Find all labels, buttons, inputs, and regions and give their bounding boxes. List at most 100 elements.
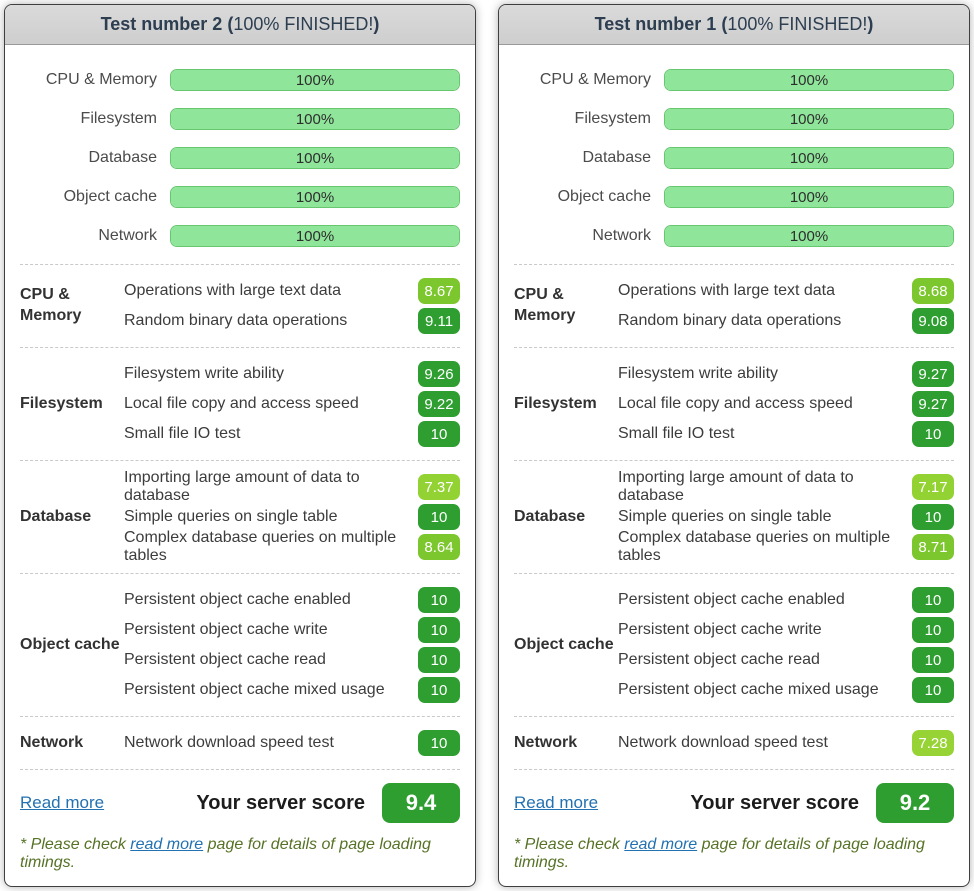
test-name: Small file IO test <box>618 425 735 442</box>
panel-test-1: Test number 1 (100% FINISHED!) CPU & Mem… <box>498 4 970 887</box>
progress-bar: 100% <box>664 147 954 169</box>
footnote-read-more-link[interactable]: read more <box>130 836 204 853</box>
footnote-read-more-link[interactable]: read more <box>624 836 698 853</box>
panel-footer: Read more Your server score 9.4 <box>20 769 460 823</box>
panel-header: Test number 1 (100% FINISHED!) <box>499 5 969 45</box>
test-name: Operations with large text data <box>618 282 836 299</box>
progress-percent: 100% <box>295 111 335 128</box>
test-row: Random binary data operations 9.11 <box>124 306 460 336</box>
test-name: Complex database queries on multiple tab… <box>618 529 891 564</box>
progress-row: Filesystem 100% <box>514 108 954 130</box>
footnote-text: page for details of page loading timings… <box>20 836 431 871</box>
test-name: Simple queries on single table <box>124 508 338 525</box>
test-name: Small file IO test <box>124 425 241 442</box>
test-name: Persistent object cache write <box>124 621 328 638</box>
progress-fill <box>171 148 459 168</box>
test-name: Filesystem write ability <box>618 365 779 382</box>
score-badge: 7.17 <box>912 474 954 500</box>
progress-label: CPU & Memory <box>45 71 157 88</box>
progress-bar: 100% <box>664 108 954 130</box>
score-badge: 9.11 <box>418 308 460 334</box>
section-filesystem: Filesystem Filesystem write ability 9.27… <box>514 347 954 460</box>
test-row: Persistent object cache enabled 10 <box>124 585 460 615</box>
progress-percent: 100% <box>295 228 335 245</box>
progress-bar: 100% <box>170 69 460 91</box>
panel-title: Test number 1 ( <box>594 14 728 34</box>
footnote-text: * Please check <box>514 836 625 853</box>
test-name: Persistent object cache enabled <box>618 591 845 608</box>
progress-percent: 100% <box>789 150 829 167</box>
progress-bar: 100% <box>664 69 954 91</box>
server-score-badge: 9.4 <box>382 783 460 823</box>
test-name: Simple queries on single table <box>618 508 832 525</box>
score-badge: 10 <box>912 504 954 530</box>
test-row: Network download speed test 10 <box>124 728 460 758</box>
score-badge: 10 <box>418 587 460 613</box>
footnote: * Please check read more page for detail… <box>514 836 954 872</box>
read-more-link[interactable]: Read more <box>20 793 105 812</box>
progress-row: Object cache 100% <box>514 186 954 208</box>
category-label: Filesystem <box>514 394 597 412</box>
footnote: * Please check read more page for detail… <box>20 836 460 872</box>
test-row: Persistent object cache read 10 <box>124 645 460 675</box>
test-name: Persistent object cache write <box>618 621 822 638</box>
test-row: Persistent object cache mixed usage 10 <box>124 675 460 705</box>
panel-body: CPU & Memory 100% Filesystem 100% Databa… <box>499 45 969 886</box>
progress-row: CPU & Memory 100% <box>514 69 954 91</box>
score-badge: 9.26 <box>418 361 460 387</box>
server-score-label: Your server score <box>196 791 365 814</box>
score-badge: 8.67 <box>418 278 460 304</box>
score-badge: 9.27 <box>912 391 954 417</box>
section-cpu-memory: CPU & Memory Operations with large text … <box>20 264 460 347</box>
test-row: Local file copy and access speed 9.27 <box>618 389 954 419</box>
test-row: Importing large amount of data to databa… <box>124 469 460 504</box>
test-row: Filesystem write ability 9.27 <box>618 359 954 389</box>
test-name: Complex database queries on multiple tab… <box>124 529 397 564</box>
section-database: Database Importing large amount of data … <box>514 460 954 573</box>
progress-row: Object cache 100% <box>20 186 460 208</box>
score-badge: 10 <box>912 677 954 703</box>
progress-label: Filesystem <box>80 110 157 127</box>
category-label: Object cache <box>20 635 120 653</box>
progress-label: Object cache <box>63 188 157 205</box>
read-more-link[interactable]: Read more <box>514 793 599 812</box>
score-badge: 10 <box>418 647 460 673</box>
test-row: Persistent object cache write 10 <box>618 615 954 645</box>
progress-fill <box>171 187 459 207</box>
progress-label: Filesystem <box>574 110 651 127</box>
section-database: Database Importing large amount of data … <box>20 460 460 573</box>
score-badge: 8.68 <box>912 278 954 304</box>
test-row: Filesystem write ability 9.26 <box>124 359 460 389</box>
panel-title: Test number 2 ( <box>100 14 234 34</box>
test-row: Operations with large text data 8.67 <box>124 276 460 306</box>
test-row: Small file IO test 10 <box>124 419 460 449</box>
progress-percent: 100% <box>789 111 829 128</box>
test-row: Local file copy and access speed 9.22 <box>124 389 460 419</box>
score-badge: 8.64 <box>418 534 460 560</box>
panel-status: 100% FINISHED! <box>727 14 868 34</box>
section-network: Network Network download speed test 7.28 <box>514 716 954 769</box>
panel-title-close: ) <box>373 14 380 34</box>
test-row: Persistent object cache read 10 <box>618 645 954 675</box>
test-name: Local file copy and access speed <box>124 395 359 412</box>
score-badge: 9.08 <box>912 308 954 334</box>
test-name: Persistent object cache enabled <box>124 591 351 608</box>
progress-label: Object cache <box>557 188 651 205</box>
test-row: Operations with large text data 8.68 <box>618 276 954 306</box>
progress-row: CPU & Memory 100% <box>20 69 460 91</box>
progress-row: Filesystem 100% <box>20 108 460 130</box>
category-label: CPU & Memory <box>514 286 576 324</box>
progress-bar: 100% <box>664 225 954 247</box>
test-name: Persistent object cache read <box>618 651 820 668</box>
test-name: Network download speed test <box>124 734 334 751</box>
test-row: Persistent object cache enabled 10 <box>618 585 954 615</box>
progress-fill <box>171 70 459 90</box>
score-badge: 10 <box>912 587 954 613</box>
score-badge: 9.22 <box>418 391 460 417</box>
test-name: Persistent object cache mixed usage <box>618 681 879 698</box>
progress-row: Database 100% <box>514 147 954 169</box>
category-label: Database <box>514 507 586 525</box>
progress-fill <box>171 109 459 129</box>
footnote-text: * Please check <box>20 836 131 853</box>
